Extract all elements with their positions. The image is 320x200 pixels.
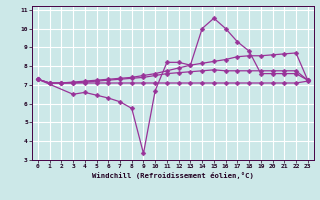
X-axis label: Windchill (Refroidissement éolien,°C): Windchill (Refroidissement éolien,°C) (92, 172, 254, 179)
